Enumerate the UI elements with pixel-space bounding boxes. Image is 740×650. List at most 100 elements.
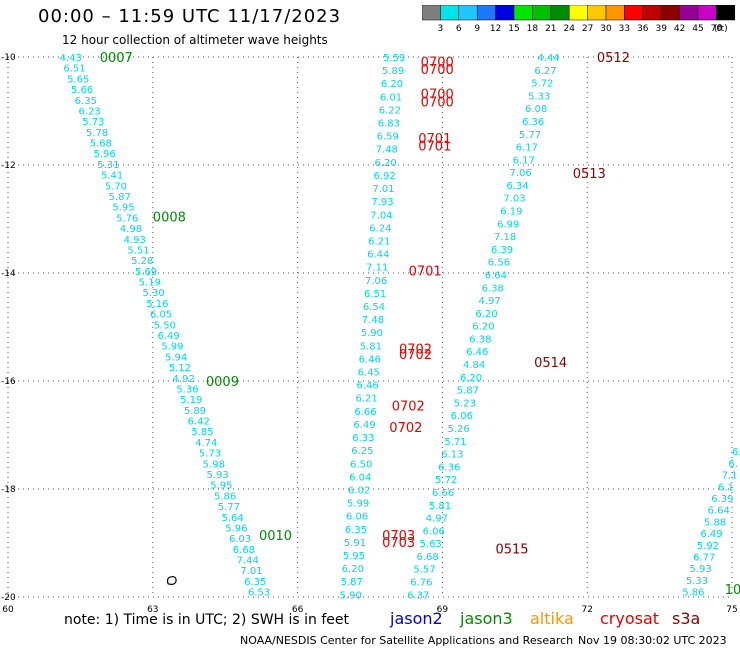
wave-height-value: 6.99: [497, 219, 519, 230]
lat-tick-label: -18: [1, 485, 16, 495]
wave-height-value: 6.06: [423, 526, 445, 537]
wave-height-value: 5.33: [686, 576, 708, 587]
legend-tick-label: 3: [438, 24, 444, 34]
wave-height-value: 5.87: [109, 192, 131, 203]
wave-height-value: 6.39: [491, 245, 513, 256]
wave-height-value: 5.51: [127, 245, 149, 256]
legend-tick-label: 39: [655, 24, 667, 34]
wave-height-value: 7.06: [510, 168, 532, 179]
wave-height-value: 5.95: [343, 551, 365, 562]
legend-altika: altika: [530, 609, 574, 628]
wave-height-value: 5.76: [116, 213, 138, 224]
legend-tick-label: 9: [474, 24, 480, 34]
wave-height-value: 5.73: [82, 117, 104, 128]
wave-height-value: 6.06: [346, 512, 368, 523]
time-label: 0007: [100, 51, 133, 66]
wave-height-value: 4.92: [173, 374, 195, 385]
wave-height-value: 4.93: [124, 235, 146, 246]
wave-height-value: 6.20: [375, 158, 397, 169]
time-label: 0702: [392, 399, 425, 414]
footnote: note: 1) Time is in UTC; 2) SWH is in fe…: [64, 612, 350, 628]
wave-height-value: 7.03: [503, 194, 525, 205]
legend-tick-label: 24: [563, 24, 575, 34]
wave-height-value: 5.33: [528, 91, 550, 102]
wave-height-value: 6.19: [500, 207, 522, 218]
wave-height-value: 5.95: [112, 203, 134, 214]
wave-height-value: 5.85: [191, 427, 213, 438]
legend-tick-label: 36: [637, 24, 649, 34]
legend-tick-label: 33: [619, 24, 630, 34]
wave-height-value: 4.98: [120, 224, 142, 235]
wave-height-value: 7.1: [722, 471, 738, 482]
wave-height-value: 6.46: [357, 381, 379, 392]
wave-height-value: 6.38: [482, 283, 504, 294]
wave-height-value: 5.77: [519, 130, 541, 141]
track-middle: 5.59 5.89 6.20 6.01 6.22 6.83 6.59 7.48 6.20 6.92…: [340, 53, 454, 601]
time-label: 0702: [389, 421, 422, 436]
wave-height-value: 6.: [728, 459, 738, 470]
lon-tick-label: 72: [581, 605, 592, 615]
lat-tick-label: -20: [1, 593, 16, 603]
lon-tick-label: 69: [437, 605, 449, 615]
wave-height-value: 6.36: [522, 117, 544, 128]
lon-tick-label: 75: [726, 605, 737, 615]
lat-tick-label: -16: [1, 377, 16, 387]
map-grid: [7, 56, 733, 598]
track-west: 4.436.515.655.666.356.235.735.785.685.96…: [60, 51, 292, 599]
wave-height-value: 6.66: [432, 488, 454, 499]
map-axes: 60 63 66 69 72 75 -10 -12 -14 -16 -18 -20: [1, 53, 738, 615]
wave-height-value: 5.91: [344, 538, 366, 549]
wave-height-value: 7.93: [371, 197, 393, 208]
wave-height-value: 7.48: [376, 145, 398, 156]
wave-height-value: 5.69: [135, 267, 157, 278]
wave-height-value: 6.23: [78, 106, 100, 117]
wave-height-value: 6.05: [150, 310, 172, 321]
wave-height-value: 6.54: [363, 302, 385, 313]
lat-tick-label: -10: [1, 53, 16, 63]
time-label: 0701: [409, 264, 442, 279]
wave-height-value: 5.96: [93, 149, 115, 160]
wave-height-value: 5.12: [169, 363, 191, 374]
wave-height-value: 5.89: [184, 406, 206, 417]
wave-height-value: 6.06: [451, 411, 473, 422]
wave-height-value: 6.56: [488, 258, 510, 269]
wave-height-value: 6.: [732, 447, 740, 458]
wave-height-value: 5.73: [199, 449, 221, 460]
time-label: 0703: [382, 536, 415, 551]
wave-height-value: 4.43: [60, 53, 82, 64]
wave-height-value: 6.49: [353, 420, 375, 431]
wave-height-value: 6.92: [373, 171, 395, 182]
wave-height-value: 5.66: [71, 85, 93, 96]
wave-height-value: 5.72: [531, 79, 553, 90]
wave-height-value: 6.04: [349, 472, 371, 483]
wave-height-value: 6.51: [364, 289, 386, 300]
legend-tick-label: 15: [508, 24, 519, 34]
wave-height-value: 5.86: [214, 491, 236, 502]
wave-height-value: 6.37: [407, 590, 429, 601]
wave-height-value: 6.46: [466, 347, 488, 358]
wave-height-value: 5.99: [161, 342, 183, 353]
legend-swatch: [716, 5, 736, 21]
wave-height-value: 5.23: [454, 398, 476, 409]
wave-height-value: 4.74: [195, 438, 217, 449]
wave-height-value: 7.04: [370, 210, 392, 221]
wave-height-value: 5.28: [131, 256, 153, 267]
time-label: 0700: [421, 88, 454, 103]
map-subtitle: 12 hour collection of altimeter wave hei…: [62, 33, 328, 47]
wave-height-value: 6.21: [355, 394, 377, 405]
lon-tick-label: 66: [292, 605, 304, 615]
wave-height-value: 5.96: [225, 523, 247, 534]
legend-tick-label: 18: [527, 24, 539, 34]
wave-height-value: 7.48: [362, 315, 384, 326]
legend-tick-label: 70: [711, 24, 723, 34]
wave-height-value: 5.81: [360, 341, 382, 352]
wave-height-value: 6.68: [233, 545, 255, 556]
wave-height-value: 6.02: [348, 485, 370, 496]
wave-height-value: 6.08: [525, 104, 547, 115]
wave-height-value: 6.51: [63, 64, 85, 75]
legend-tick-label: 27: [582, 24, 593, 34]
map-title: 00:00 – 11:59 UTC 11/17/2023: [38, 6, 342, 27]
wave-height-value: 6.77: [693, 553, 715, 564]
legend-tick-label: 21: [545, 24, 556, 34]
